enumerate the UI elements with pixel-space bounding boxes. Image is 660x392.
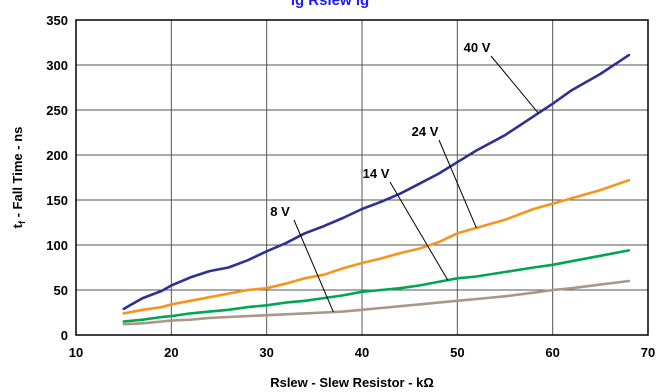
y-tick-label: 200 xyxy=(46,148,68,163)
y-tick-labels: 0 50 100 150 200 250 300 350 xyxy=(46,13,68,343)
annotation-leader xyxy=(490,55,539,114)
x-tick-label: 20 xyxy=(164,345,178,360)
y-tick-label: 150 xyxy=(46,193,68,208)
series-line-40v xyxy=(122,53,631,311)
series-line-14v xyxy=(122,249,631,323)
annotation-leader xyxy=(438,139,477,229)
x-tick-label: 30 xyxy=(259,345,273,360)
x-tick-label: 60 xyxy=(545,345,559,360)
series-line-24v xyxy=(122,178,631,315)
y-axis-title: tf - Fall Time - ns xyxy=(10,127,27,229)
y-tick-label: 350 xyxy=(46,13,68,28)
annotation-label: 8 V xyxy=(270,204,290,219)
series-layer xyxy=(122,53,631,326)
y-axis-title-main: - Fall Time - ns xyxy=(10,127,25,221)
y-tick-label: 100 xyxy=(46,238,68,253)
x-tick-label: 10 xyxy=(69,345,83,360)
annotation-leader xyxy=(293,219,334,313)
x-tick-label: 40 xyxy=(355,345,369,360)
annotation-label: 14 V xyxy=(363,166,390,181)
x-tick-label: 70 xyxy=(641,345,655,360)
x-tick-label: 50 xyxy=(450,345,464,360)
y-axis-title-sub: f xyxy=(17,220,27,224)
grid-lines xyxy=(75,19,649,336)
plot-frame xyxy=(75,19,649,336)
x-tick-labels: 10 20 30 40 50 60 70 xyxy=(69,345,655,360)
y-tick-label: 250 xyxy=(46,103,68,118)
series-annotations: 40 V 24 V 14 V 8 V xyxy=(270,40,539,313)
annotation-leader xyxy=(389,181,449,281)
y-tick-label: 50 xyxy=(54,283,68,298)
clipped-header-text: ig Rslew ig xyxy=(290,0,370,9)
x-axis-title: Rslew - Slew Resistor - kΩ xyxy=(270,375,434,390)
y-axis-title-t: t xyxy=(10,223,25,228)
annotation-label: 40 V xyxy=(464,40,491,55)
y-tick-label: 0 xyxy=(61,328,68,343)
y-tick-label: 300 xyxy=(46,58,68,73)
annotation-label: 24 V xyxy=(412,124,439,139)
series-line-8v xyxy=(122,279,631,326)
